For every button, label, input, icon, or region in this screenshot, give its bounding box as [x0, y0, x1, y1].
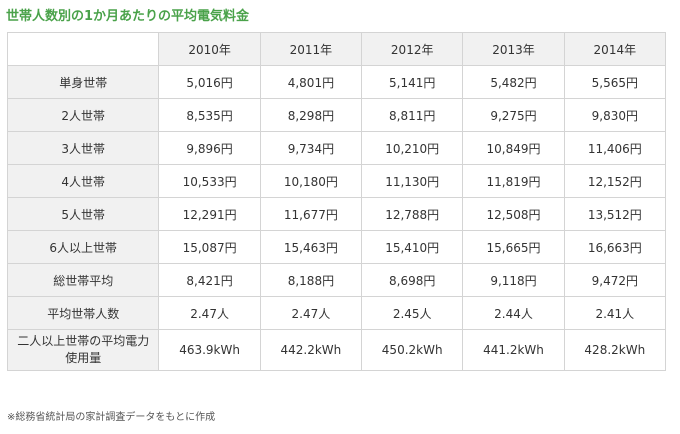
- electricity-cost-table: 2010年 2011年 2012年 2013年 2014年 単身世帯 5,016…: [6, 32, 667, 371]
- table-cell: 13,512円: [563, 197, 667, 231]
- table-cell: 8,188円: [259, 263, 363, 297]
- table-cell: 9,830円: [563, 98, 667, 132]
- table-cell: 9,118円: [462, 263, 565, 297]
- table-row-4-person: 4人世帯 10,533円 10,180円 11,130円 11,819円 12,…: [6, 164, 667, 198]
- table-header-row: 2010年 2011年 2012年 2013年 2014年: [6, 32, 667, 66]
- table-cell: 8,811円: [361, 98, 464, 132]
- row-label: 3人世帯: [6, 131, 160, 165]
- table-cell: 10,849円: [462, 131, 565, 165]
- table-cell: 11,130円: [361, 164, 464, 198]
- table-cell: 16,663円: [563, 230, 667, 264]
- table-cell: 11,406円: [563, 131, 667, 165]
- table-cell: 441.2kWh: [462, 329, 565, 371]
- table-cell: 8,298円: [259, 98, 363, 132]
- table-cell: 450.2kWh: [361, 329, 464, 371]
- table-cell: 11,819円: [462, 164, 565, 198]
- source-footnote: ※総務省統計局の家計調査データをもとに作成: [7, 412, 216, 423]
- table-cell: 2.47人: [158, 296, 261, 330]
- table-cell: 463.9kWh: [158, 329, 261, 371]
- column-header-2012: 2012年: [361, 32, 464, 66]
- row-label-text: 二人以上世帯の平均電力 使用量: [17, 334, 150, 365]
- row-label: 2人世帯: [6, 98, 160, 132]
- row-label: 6人以上世帯: [6, 230, 160, 264]
- table-row-all-households: 総世帯平均 8,421円 8,188円 8,698円 9,118円 9,472円: [6, 263, 667, 297]
- table-cell: 12,508円: [462, 197, 565, 231]
- table-cell: 2.44人: [462, 296, 565, 330]
- row-label: 単身世帯: [6, 65, 160, 99]
- table-cell: 5,565円: [563, 65, 667, 99]
- table-row-5-person: 5人世帯 12,291円 11,677円 12,788円 12,508円 13,…: [6, 197, 667, 231]
- row-label: 5人世帯: [6, 197, 160, 231]
- table-corner-cell: [6, 32, 160, 66]
- table-row-6-plus-person: 6人以上世帯 15,087円 15,463円 15,410円 15,665円 1…: [6, 230, 667, 264]
- table-cell: 12,291円: [158, 197, 261, 231]
- column-header-2011: 2011年: [259, 32, 363, 66]
- table-cell: 5,016円: [158, 65, 261, 99]
- table-cell: 15,665円: [462, 230, 565, 264]
- table-cell: 12,788円: [361, 197, 464, 231]
- row-label: 平均世帯人数: [6, 296, 160, 330]
- table-cell: 9,472円: [563, 263, 667, 297]
- table-cell: 15,463円: [259, 230, 363, 264]
- table-row-3-person: 3人世帯 9,896円 9,734円 10,210円 10,849円 11,40…: [6, 131, 667, 165]
- table-row-single: 単身世帯 5,016円 4,801円 5,141円 5,482円 5,565円: [6, 65, 667, 99]
- table-cell: 2.41人: [563, 296, 667, 330]
- table-cell: 4,801円: [259, 65, 363, 99]
- table-cell: 442.2kWh: [259, 329, 363, 371]
- table-cell: 2.47人: [259, 296, 363, 330]
- row-label: 総世帯平均: [6, 263, 160, 297]
- table-cell: 5,141円: [361, 65, 464, 99]
- table-row-2-person: 2人世帯 8,535円 8,298円 8,811円 9,275円 9,830円: [6, 98, 667, 132]
- table-cell: 11,677円: [259, 197, 363, 231]
- table-row-power-usage: 二人以上世帯の平均電力 使用量 463.9kWh 442.2kWh 450.2k…: [6, 329, 667, 371]
- table-cell: 9,734円: [259, 131, 363, 165]
- table-cell: 15,410円: [361, 230, 464, 264]
- table-cell: 12,152円: [563, 164, 667, 198]
- table-cell: 10,210円: [361, 131, 464, 165]
- table-cell: 10,180円: [259, 164, 363, 198]
- row-label: 二人以上世帯の平均電力 使用量: [6, 329, 160, 371]
- column-header-2010: 2010年: [158, 32, 261, 66]
- table-cell: 5,482円: [462, 65, 565, 99]
- column-header-2013: 2013年: [462, 32, 565, 66]
- table-cell: 9,275円: [462, 98, 565, 132]
- row-label: 4人世帯: [6, 164, 160, 198]
- page-title: 世帯人数別の1か月あたりの平均電気料金: [6, 9, 250, 24]
- table-cell: 2.45人: [361, 296, 464, 330]
- table-cell: 8,421円: [158, 263, 261, 297]
- table-row-avg-household-size: 平均世帯人数 2.47人 2.47人 2.45人 2.44人 2.41人: [6, 296, 667, 330]
- table-cell: 428.2kWh: [563, 329, 667, 371]
- table-cell: 8,698円: [361, 263, 464, 297]
- table-cell: 9,896円: [158, 131, 261, 165]
- table-cell: 8,535円: [158, 98, 261, 132]
- table-cell: 10,533円: [158, 164, 261, 198]
- column-header-2014: 2014年: [563, 32, 667, 66]
- table-cell: 15,087円: [158, 230, 261, 264]
